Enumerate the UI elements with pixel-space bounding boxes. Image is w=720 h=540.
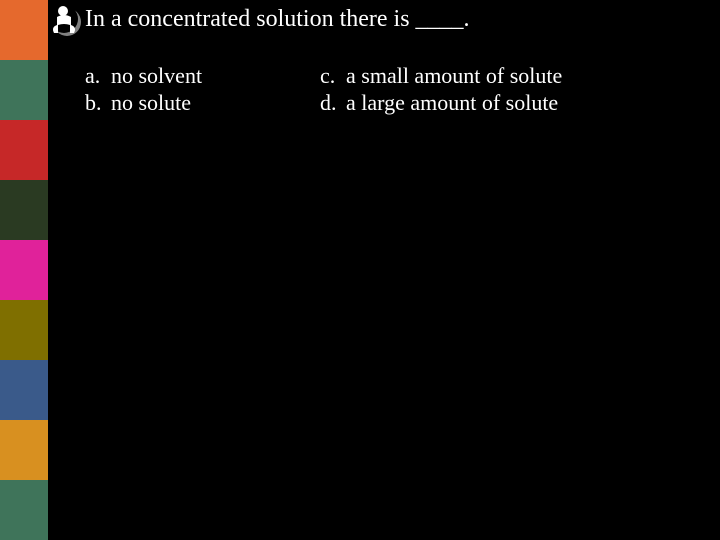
answers-col-right: c. a small amount of solute d. a large a… xyxy=(320,62,562,117)
sidebar-block xyxy=(0,360,48,420)
answer-option: c. a small amount of solute xyxy=(320,62,562,90)
sidebar-block xyxy=(0,0,48,60)
answer-option: b. no solute xyxy=(85,89,320,117)
answer-text: a large amount of solute xyxy=(346,89,558,117)
slide-content: In a concentrated solution there is ____… xyxy=(85,5,700,117)
answer-text: a small amount of solute xyxy=(346,62,562,90)
answers-container: a. no solvent b. no solute c. a small am… xyxy=(85,62,700,117)
sidebar-block xyxy=(0,240,48,300)
answer-letter: c. xyxy=(320,62,346,90)
person-bullet-icon xyxy=(48,3,82,37)
answers-col-left: a. no solvent b. no solute xyxy=(85,62,320,117)
answer-option: a. no solvent xyxy=(85,62,320,90)
answer-letter: a. xyxy=(85,62,111,90)
sidebar-block xyxy=(0,60,48,120)
answer-text: no solute xyxy=(111,89,191,117)
answer-option: d. a large amount of solute xyxy=(320,89,562,117)
sidebar-block xyxy=(0,300,48,360)
sidebar-block xyxy=(0,180,48,240)
sidebar-color-strip xyxy=(0,0,48,540)
answer-letter: d. xyxy=(320,89,346,117)
answer-text: no solvent xyxy=(111,62,202,90)
answer-letter: b. xyxy=(85,89,111,117)
sidebar-block xyxy=(0,480,48,540)
sidebar-block xyxy=(0,420,48,480)
sidebar-block xyxy=(0,120,48,180)
question-text: In a concentrated solution there is ____… xyxy=(85,5,700,34)
